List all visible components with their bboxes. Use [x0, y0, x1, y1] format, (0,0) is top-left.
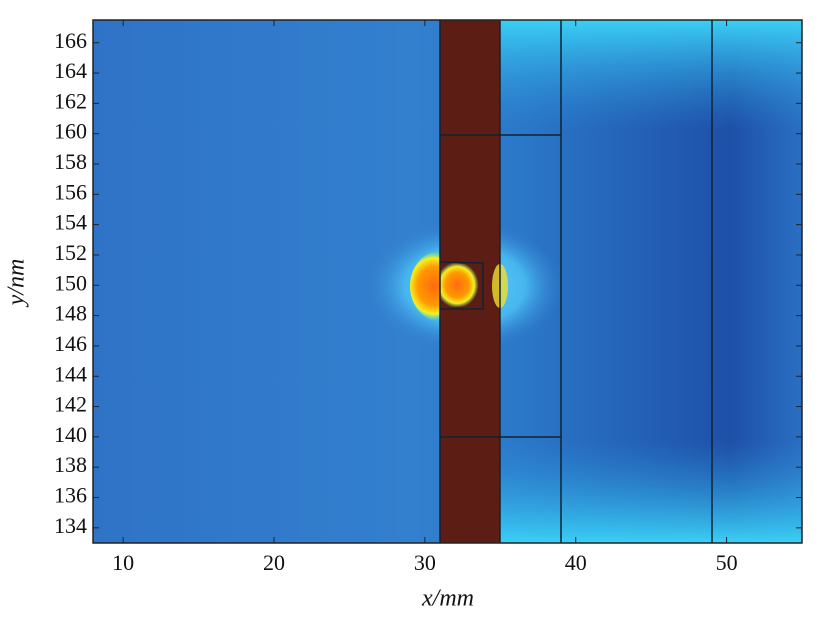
y-tick-label: 134	[54, 513, 87, 538]
y-tick-label: 136	[54, 483, 87, 508]
x-tick-label: 10	[112, 550, 134, 575]
field	[93, 20, 802, 543]
plot-frame	[92, 19, 803, 544]
y-tick-label: 160	[54, 119, 87, 144]
y-tick-label: 158	[54, 149, 87, 174]
x-tick-label: 50	[716, 550, 738, 575]
y-tick-label: 164	[54, 58, 87, 83]
y-tick-label: 156	[54, 179, 87, 204]
y-tick-label: 140	[54, 422, 87, 447]
y-tick-label: 144	[54, 361, 87, 386]
y-tick-label: 166	[54, 28, 87, 53]
x-tick-label: 20	[263, 550, 285, 575]
y-axis-label: y/nm	[4, 259, 30, 308]
y-tick-label: 146	[54, 331, 87, 356]
y-tick-label: 154	[54, 210, 87, 235]
x-axis-label: x/mm	[421, 586, 474, 612]
y-tick-label: 148	[54, 301, 87, 326]
x-tick-label: 30	[414, 550, 436, 575]
y-tick-label: 150	[54, 270, 87, 295]
x-tick-label: 40	[565, 550, 587, 575]
y-tick-label: 142	[54, 392, 87, 417]
y-tick-label: 138	[54, 452, 87, 477]
y-tick-label: 162	[54, 88, 87, 113]
y-tick-label: 152	[54, 240, 87, 265]
